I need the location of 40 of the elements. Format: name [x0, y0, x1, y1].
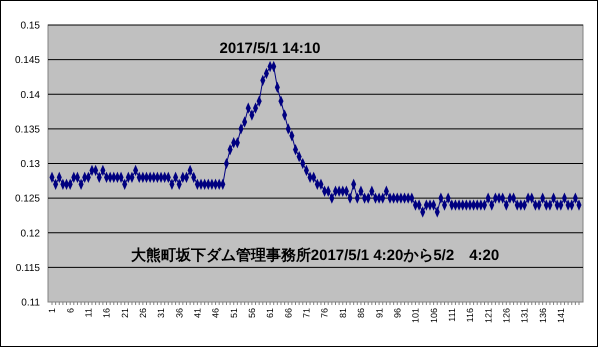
x-tick-label: 61	[265, 308, 276, 318]
x-tick-label: 21	[120, 308, 130, 318]
x-tick-label: 46	[210, 308, 221, 318]
x-tick-label: 1	[47, 308, 58, 314]
x-tick-label: 101	[410, 308, 421, 324]
x-tick-label: 31	[156, 308, 166, 318]
y-tick-label: 0.135	[14, 124, 40, 136]
x-tick-label: 106	[428, 308, 439, 324]
y-tick-label: 0.11	[21, 298, 40, 308]
x-tick-label: 56	[247, 308, 258, 318]
x-tick-label: 116	[465, 308, 476, 322]
x-tick-label: 76	[320, 308, 330, 318]
x-tick-label: 66	[283, 308, 294, 318]
x-tick-label: 121	[483, 308, 494, 324]
x-tick-label: 51	[228, 308, 239, 318]
x-tick-label: 6	[65, 308, 76, 314]
x-tick-label: 111	[446, 308, 457, 322]
x-tick-label: 131	[520, 308, 530, 324]
x-tick-label: 71	[302, 308, 312, 318]
x-tick-label: 91	[374, 308, 384, 318]
x-tick-label: 126	[501, 308, 512, 324]
y-tick-label: 0.15	[20, 20, 40, 32]
y-tick-label: 0.145	[14, 55, 40, 66]
annotation: 大熊町坂下ダム管理事務所2017/5/1 4:20から5/2 4:20	[130, 247, 500, 264]
y-tick-label: 0.14	[20, 90, 40, 101]
x-tick-label: 41	[192, 308, 203, 318]
y-tick-label: 0.125	[14, 194, 40, 205]
y-tick-label: 0.115	[16, 262, 40, 274]
y-tick-label: 0.12	[20, 228, 40, 240]
x-tick-label: 141	[556, 308, 566, 324]
x-tick-label: 16	[102, 308, 112, 318]
x-tick-label: 36	[174, 308, 184, 318]
x-tick-label: 26	[138, 308, 148, 318]
x-tick-label: 86	[356, 308, 366, 318]
x-tick-label: 11	[83, 308, 94, 318]
x-tick-label: 96	[392, 308, 402, 318]
x-tick-label: 81	[338, 308, 348, 318]
annotation: 2017/5/1 14:10	[220, 40, 320, 57]
y-tick-label: 0.13	[20, 159, 40, 170]
x-tick-label: 136	[538, 308, 548, 324]
